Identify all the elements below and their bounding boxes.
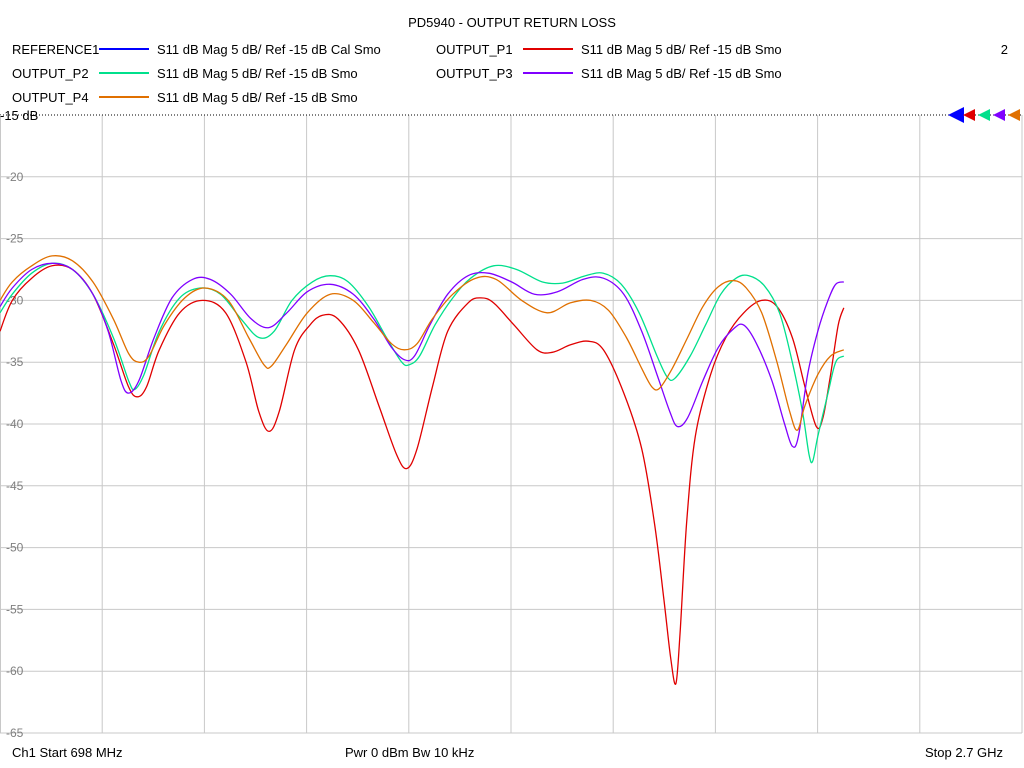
legend-label-output-p4: OUTPUT_P4 — [12, 90, 89, 105]
y-tick-label: -65 — [6, 726, 24, 740]
legend-entry-output-p3[interactable]: OUTPUT_P3 S11 dB Mag 5 dB/ Ref -15 dB Sm… — [436, 66, 782, 81]
legend-desc-output-p3: S11 dB Mag 5 dB/ Ref -15 dB Smo — [581, 66, 782, 81]
footer: Ch1 Start 698 MHz Pwr 0 dBm Bw 10 kHz St… — [12, 745, 1003, 760]
legend-label-output-p3: OUTPUT_P3 — [436, 66, 513, 81]
legend-label-output-p2: OUTPUT_P2 — [12, 66, 89, 81]
series-line-output-p2 — [0, 262, 845, 464]
legend-entry-output-p1[interactable]: OUTPUT_P1 S11 dB Mag 5 dB/ Ref -15 dB Sm… — [436, 42, 782, 57]
ref-marker-reference1 — [948, 107, 964, 123]
legend-label-reference1: REFERENCE1 — [12, 42, 99, 57]
legend: REFERENCE1 S11 dB Mag 5 dB/ Ref -15 dB C… — [12, 42, 1008, 105]
y-tick-label: -40 — [6, 417, 24, 431]
ref-markers — [948, 107, 1020, 123]
legend-desc-output-p1: S11 dB Mag 5 dB/ Ref -15 dB Smo — [581, 42, 782, 57]
ref-marker-output-p3 — [993, 109, 1005, 121]
plot-grid — [0, 114, 1023, 734]
start-frequency: Ch1 Start 698 MHz — [12, 745, 123, 760]
series-line-output-p3 — [0, 262, 844, 448]
series-line-output-p4 — [0, 255, 845, 431]
y-tick-label: -60 — [6, 664, 24, 678]
legend-desc-output-p4: S11 dB Mag 5 dB/ Ref -15 dB Smo — [157, 90, 358, 105]
ref-marker-output-p4 — [1008, 109, 1020, 121]
channel-number: 2 — [1001, 42, 1008, 57]
legend-label-output-p1: OUTPUT_P1 — [436, 42, 513, 57]
ref-marker-output-p1 — [963, 109, 975, 121]
stop-frequency: Stop 2.7 GHz — [925, 745, 1003, 760]
y-tick-label: -55 — [6, 602, 24, 616]
y-tick-labels: -20-25-30-35-40-45-50-55-60-65 — [6, 170, 24, 740]
ref-level-label: -15 dB — [0, 108, 38, 123]
ref-marker-output-p2 — [978, 109, 990, 121]
legend-entry-output-p4[interactable]: OUTPUT_P4 S11 dB Mag 5 dB/ Ref -15 dB Sm… — [12, 90, 358, 105]
series-lines — [0, 255, 845, 685]
legend-desc-output-p2: S11 dB Mag 5 dB/ Ref -15 dB Smo — [157, 66, 358, 81]
power-bandwidth: Pwr 0 dBm Bw 10 kHz — [345, 745, 474, 760]
legend-desc-reference1: S11 dB Mag 5 dB/ Ref -15 dB Cal Smo — [157, 42, 381, 57]
y-tick-label: -20 — [6, 170, 24, 184]
legend-entry-output-p2[interactable]: OUTPUT_P2 S11 dB Mag 5 dB/ Ref -15 dB Sm… — [12, 66, 358, 81]
y-tick-label: -25 — [6, 232, 24, 246]
y-tick-label: -50 — [6, 541, 24, 555]
y-tick-label: -45 — [6, 479, 24, 493]
y-tick-label: -35 — [6, 355, 24, 369]
legend-entry-reference1[interactable]: REFERENCE1 S11 dB Mag 5 dB/ Ref -15 dB C… — [12, 42, 381, 57]
chart-title: PD5940 - OUTPUT RETURN LOSS — [408, 15, 616, 30]
